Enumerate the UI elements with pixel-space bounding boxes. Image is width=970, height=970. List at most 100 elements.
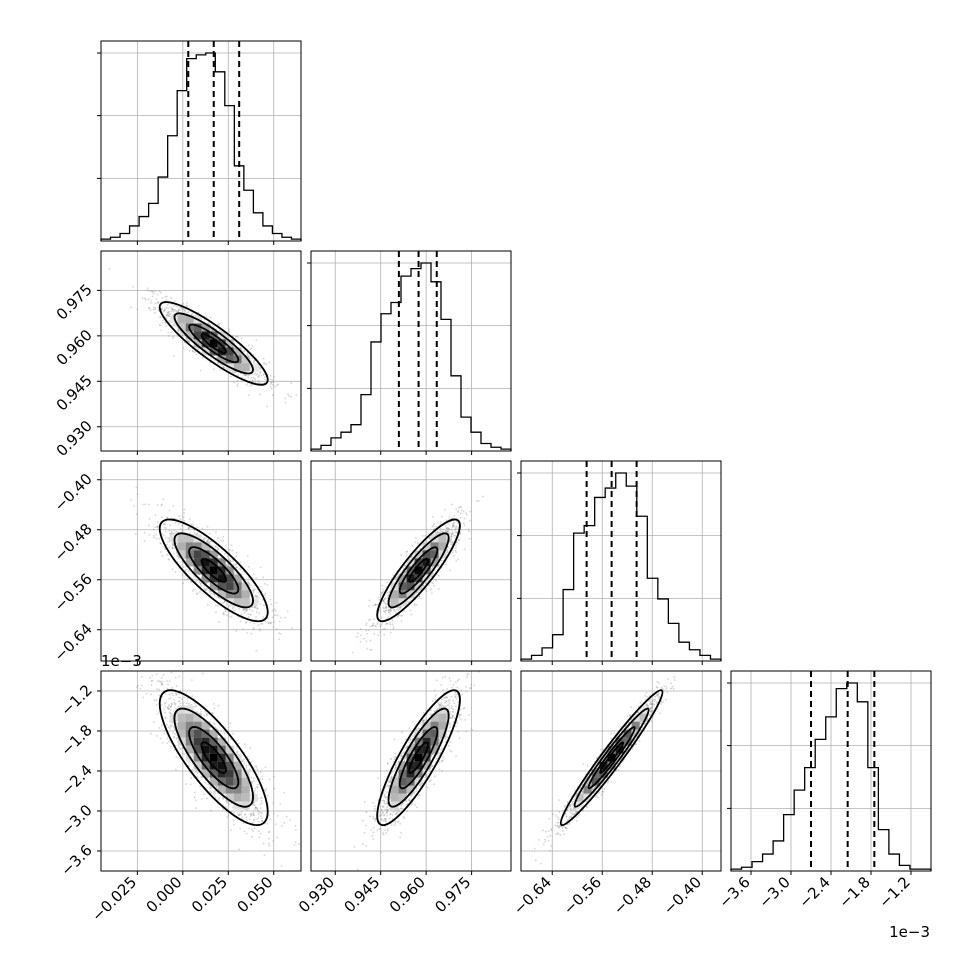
sample-point — [179, 309, 182, 312]
sample-point — [195, 579, 198, 582]
sample-point — [211, 545, 214, 548]
sample-point — [214, 604, 217, 607]
sample-point — [160, 308, 163, 310]
sample-point — [418, 597, 420, 600]
density-cell — [225, 339, 234, 348]
sample-point — [214, 545, 217, 548]
sample-point — [458, 539, 461, 542]
sample-point — [189, 532, 191, 534]
sample-point — [421, 534, 424, 537]
sample-point — [228, 615, 230, 618]
sample-point — [370, 648, 373, 651]
sample-point — [246, 352, 249, 355]
sample-point — [177, 523, 180, 525]
sample-point — [167, 315, 170, 317]
sample-point — [231, 371, 234, 374]
sample-point — [223, 600, 226, 603]
sample-point — [222, 365, 225, 368]
sample-point — [434, 569, 436, 572]
sample-point — [262, 576, 265, 579]
sample-point — [186, 311, 189, 314]
sample-point — [256, 607, 259, 610]
sample-point — [252, 590, 255, 592]
sample-point — [452, 532, 455, 535]
sample-point — [272, 379, 274, 382]
sample-point — [450, 543, 452, 546]
sample-point — [182, 307, 185, 310]
density-cell — [217, 558, 226, 567]
sample-point — [375, 604, 377, 606]
density-cell — [217, 355, 226, 364]
density-cell — [193, 339, 202, 348]
sample-point — [190, 313, 193, 316]
sample-point — [381, 591, 383, 594]
sample-point — [251, 345, 254, 348]
sample-point — [216, 546, 219, 549]
sample-point — [222, 539, 225, 542]
sample-point — [385, 607, 387, 610]
sample-point — [162, 319, 165, 322]
sample-point — [376, 622, 379, 625]
sample-point — [257, 624, 260, 627]
sample-point — [166, 304, 169, 306]
sample-point — [172, 308, 175, 311]
sample-point — [187, 311, 190, 313]
sample-point — [199, 369, 202, 372]
sample-point — [248, 608, 251, 611]
sample-point — [384, 602, 387, 605]
sample-point — [255, 649, 258, 652]
density-cell — [406, 590, 415, 599]
sample-point — [389, 631, 392, 634]
sample-point — [195, 593, 198, 595]
sample-point — [246, 609, 248, 612]
sample-point — [451, 523, 454, 526]
sample-point — [260, 622, 262, 625]
sample-point — [252, 589, 255, 592]
sample-point — [431, 525, 434, 528]
sample-point — [452, 525, 454, 528]
sample-point — [257, 591, 260, 594]
sample-point — [383, 633, 386, 636]
density-cell — [225, 582, 234, 591]
sample-point — [366, 648, 369, 650]
sample-point — [448, 523, 451, 526]
sample-point — [155, 537, 158, 540]
contour-line — [188, 323, 240, 364]
sample-point — [209, 328, 212, 331]
sample-point — [365, 629, 368, 632]
sample-point — [216, 548, 219, 551]
sample-point — [182, 516, 185, 519]
density-cell — [241, 598, 250, 607]
sample-point — [384, 612, 387, 614]
sample-point — [172, 308, 175, 311]
sample-point — [273, 375, 276, 378]
sample-point — [359, 640, 362, 643]
sample-point — [232, 609, 235, 612]
sample-point — [179, 518, 182, 521]
sample-point — [172, 310, 175, 313]
sample-point — [252, 361, 255, 364]
sample-point — [173, 324, 175, 327]
sample-point — [436, 531, 439, 534]
sample-point — [157, 309, 160, 312]
sample-point — [264, 620, 267, 623]
sample-point — [264, 592, 267, 595]
grid — [101, 461, 301, 661]
sample-point — [357, 632, 359, 635]
sample-point — [169, 306, 172, 309]
sample-point — [255, 374, 258, 376]
sample-point — [251, 380, 254, 383]
sample-point — [259, 602, 262, 605]
sample-point — [384, 610, 387, 612]
sample-point — [262, 374, 265, 376]
sample-point — [166, 311, 168, 314]
contour-line — [158, 301, 269, 386]
sample-point — [385, 606, 388, 609]
sample-point — [167, 302, 170, 305]
sample-point — [153, 536, 155, 539]
sample-point — [170, 310, 173, 313]
sample-point — [219, 363, 222, 365]
sample-point — [222, 535, 225, 538]
sample-point — [451, 517, 454, 520]
